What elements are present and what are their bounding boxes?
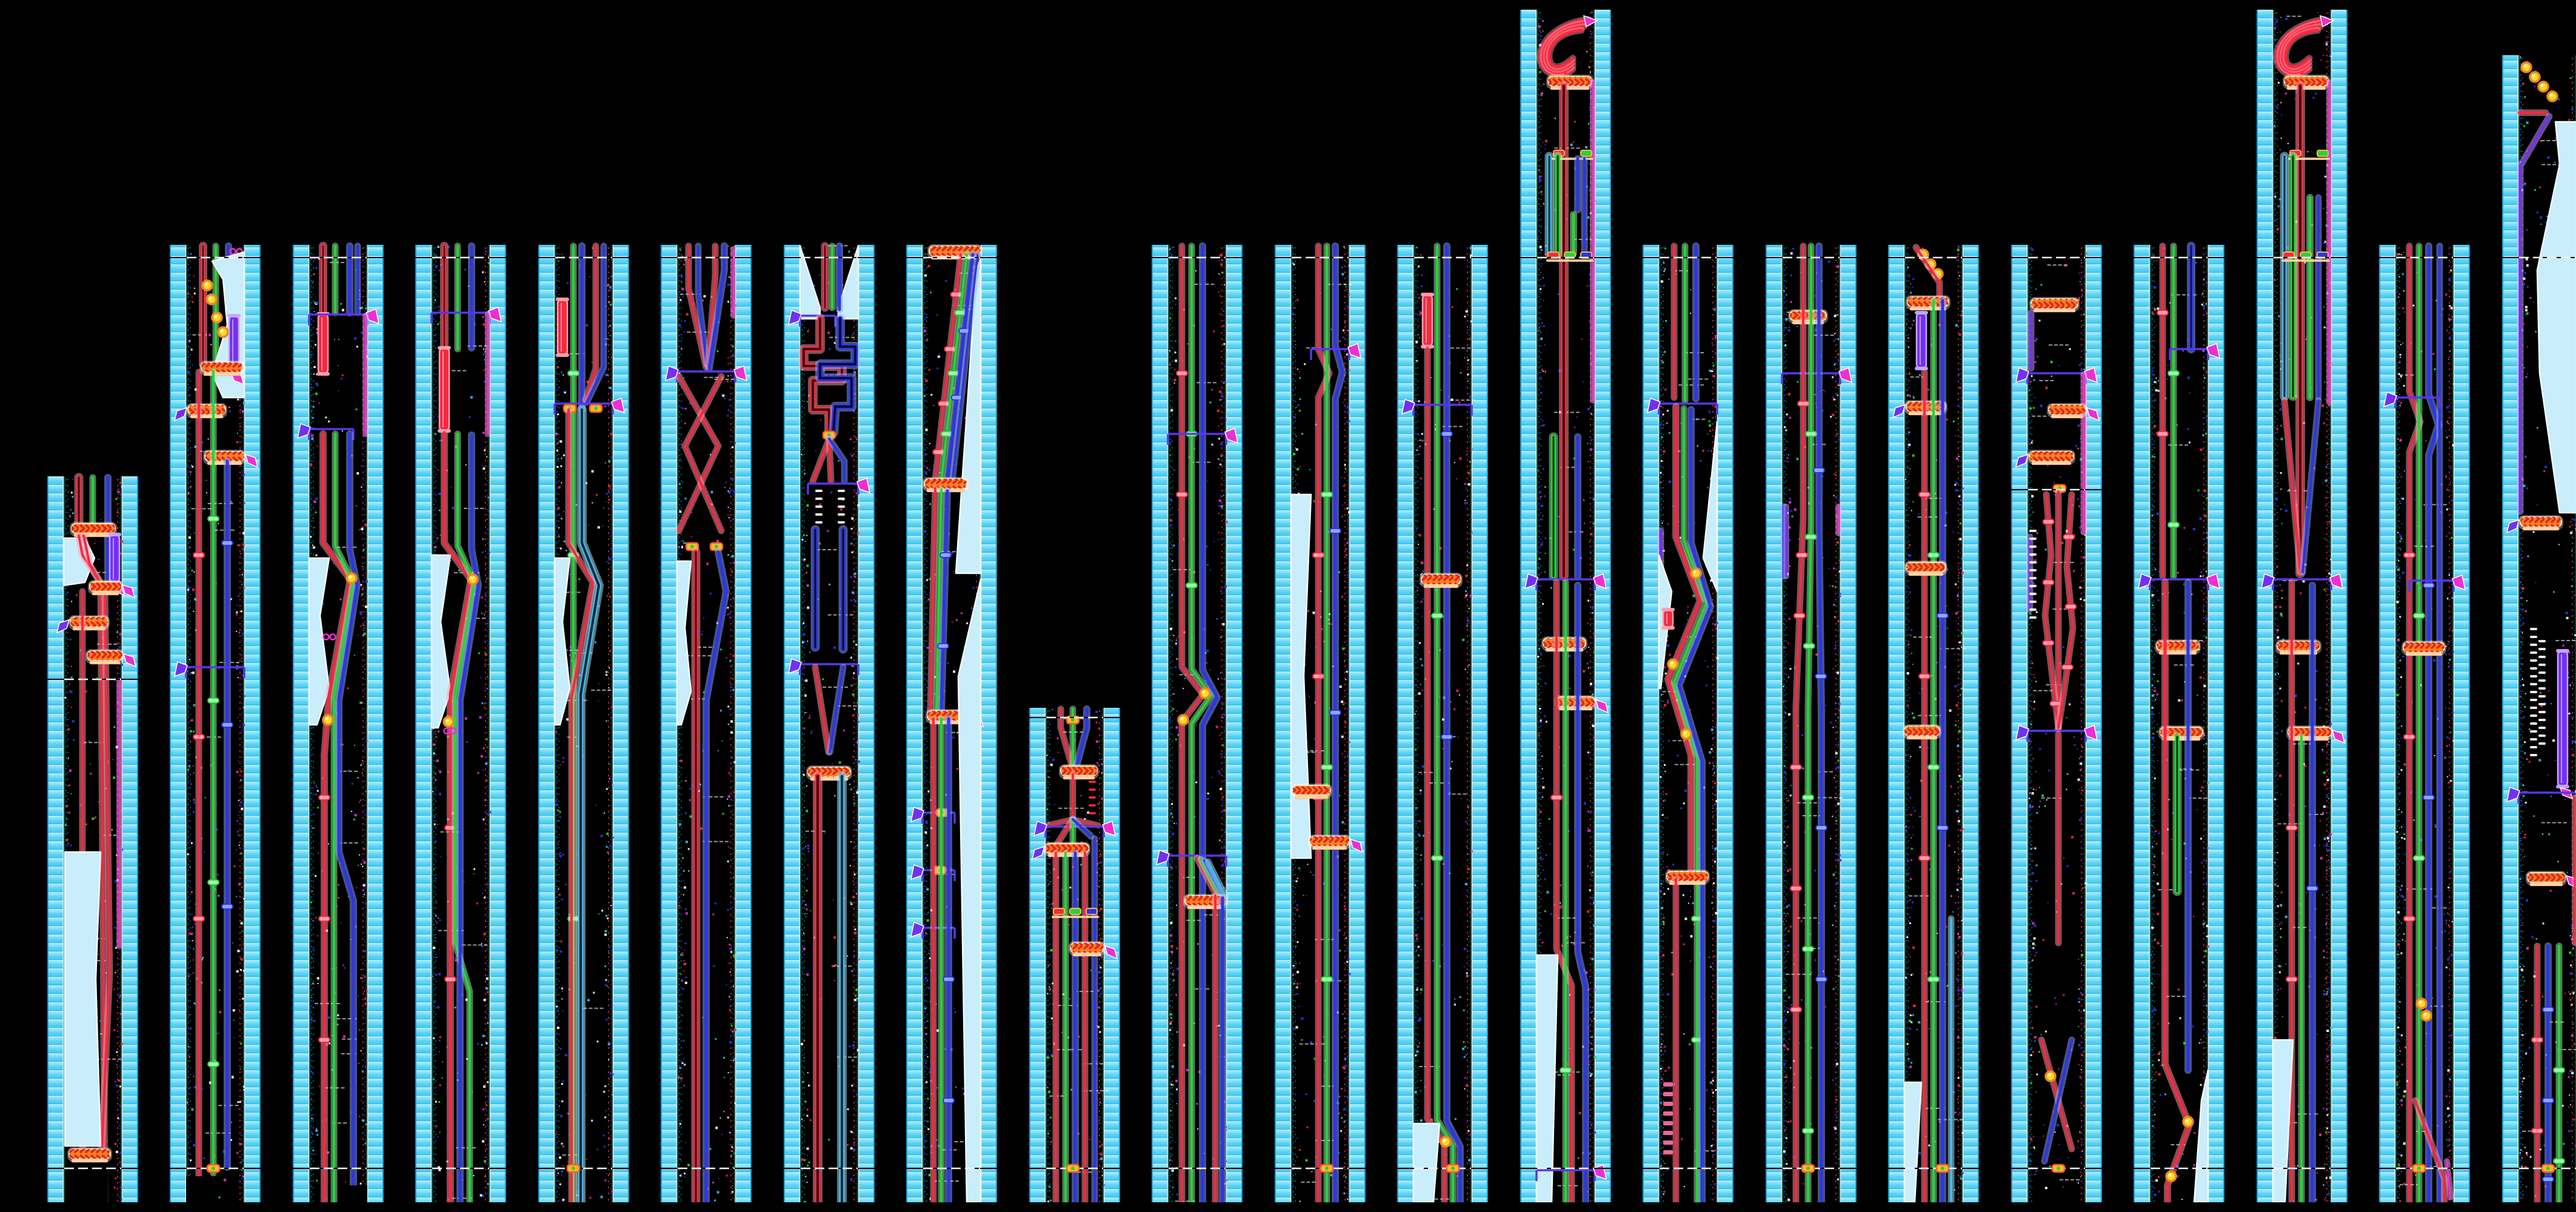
column-3: [293, 245, 384, 1202]
column-16: [1888, 245, 1979, 1202]
column-13: [1520, 10, 1611, 1202]
column-20: [2379, 245, 2470, 1202]
column-17: [2011, 245, 2102, 1202]
column-10: [1152, 245, 1243, 1202]
column-7: [784, 245, 875, 1202]
karyotype-visualization: [24, 10, 2576, 1202]
column-4: [415, 245, 506, 1202]
column-18: [2134, 245, 2224, 1202]
genome-columns-figure: [24, 10, 2576, 1202]
column-9: [1029, 708, 1120, 1202]
column-8: [906, 244, 997, 1202]
column-5: [538, 245, 629, 1202]
column-14: [1643, 245, 1733, 1202]
column-19: [2257, 10, 2347, 1202]
column-15: [1766, 245, 1857, 1202]
column-12: [1397, 245, 1488, 1202]
column-1: [47, 476, 138, 1202]
column-21: [2502, 55, 2576, 1202]
column-6: [661, 245, 752, 1202]
column-11: [1275, 245, 1366, 1202]
column-2: [170, 245, 261, 1202]
